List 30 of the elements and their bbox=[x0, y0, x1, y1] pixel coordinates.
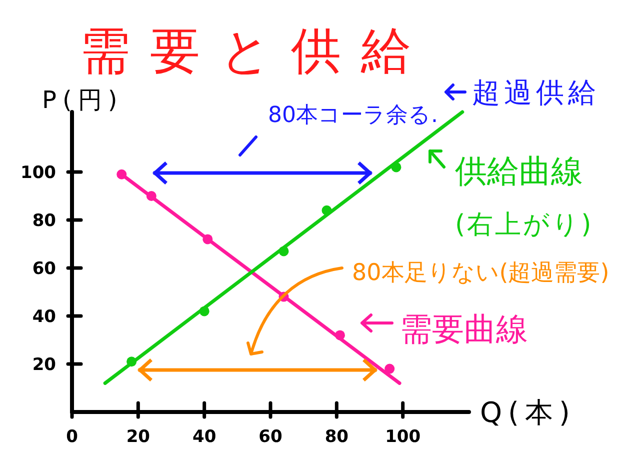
legend-label: 供給曲線 bbox=[455, 152, 583, 190]
point bbox=[278, 246, 289, 256]
x-tick-label: 20 bbox=[126, 427, 150, 447]
annotation: (右上がり) bbox=[455, 210, 594, 240]
y-tick-label: 20 bbox=[32, 355, 56, 375]
y-tick-label: 60 bbox=[32, 259, 56, 279]
legend-label: 需要曲線 bbox=[400, 310, 528, 348]
x-axis-title: Q(本) bbox=[480, 396, 576, 429]
text: 超過供給 bbox=[472, 76, 600, 109]
x-tick-label: 100 bbox=[385, 427, 421, 447]
y-tick-label: 40 bbox=[32, 307, 56, 327]
y-tick-label: 100 bbox=[20, 163, 56, 183]
y-tick-label: 80 bbox=[32, 211, 56, 231]
point bbox=[199, 306, 210, 316]
x-tick-label: 0 bbox=[66, 427, 78, 447]
point bbox=[126, 356, 137, 367]
x-tick-label: 40 bbox=[192, 427, 216, 447]
point bbox=[391, 162, 402, 172]
x-tick-label: 80 bbox=[324, 427, 349, 447]
point bbox=[146, 191, 156, 201]
point bbox=[322, 205, 332, 216]
point bbox=[334, 330, 345, 340]
point bbox=[384, 364, 395, 374]
x-tick-label: 60 bbox=[258, 427, 282, 447]
annotation: 80本コーラ余る. bbox=[268, 103, 438, 128]
y-axis-title: P(円) bbox=[42, 86, 124, 114]
annotation: 80本足りない(超過需要) bbox=[352, 260, 610, 286]
chart-title: 需要と供給 bbox=[80, 22, 431, 80]
point bbox=[202, 234, 213, 244]
point bbox=[116, 169, 127, 180]
